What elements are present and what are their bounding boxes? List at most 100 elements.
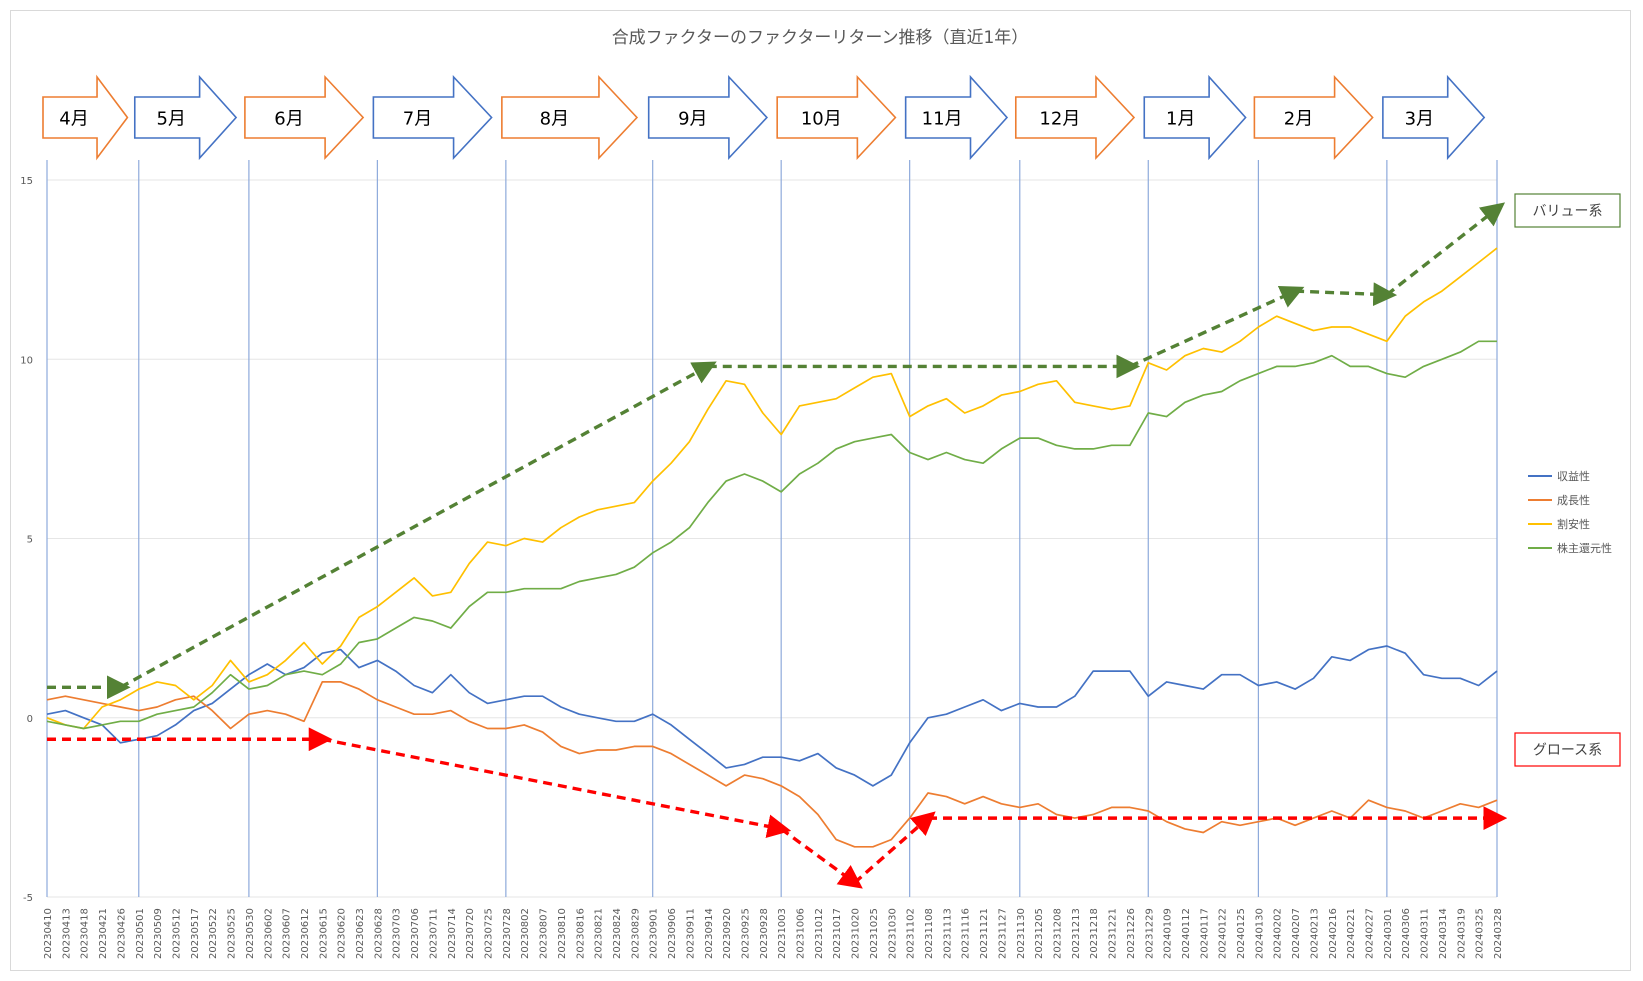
callout-box: [1514, 732, 1621, 767]
trend-arrow-segment: [119, 361, 717, 689]
month-arrow: [501, 74, 639, 161]
x-tick-label: 20230607: [282, 908, 293, 959]
x-tick-label: 20240122: [1218, 908, 1229, 959]
x-tick-label: 20231030: [887, 908, 898, 959]
legend-label: 成長性: [1557, 493, 1590, 507]
x-tick-label: 20240227: [1365, 908, 1376, 959]
x-tick-label: 20230612: [300, 908, 311, 959]
x-tick-label: 20230706: [410, 908, 421, 959]
x-tick-label: 20231020: [851, 908, 862, 959]
x-tick-label: 20230623: [355, 908, 366, 959]
x-tick-label: 20240125: [1236, 908, 1247, 959]
x-tick-label: 20230810: [557, 908, 568, 959]
x-tick-label: 20230728: [502, 908, 513, 959]
x-tick-label: 20230714: [447, 908, 458, 959]
month-label: 10月: [801, 109, 842, 130]
x-tick-label: 20230628: [373, 908, 384, 959]
x-tick-label: 20240301: [1383, 908, 1394, 959]
x-tick-label: 20231006: [796, 908, 807, 959]
x-tick-label: 20230426: [116, 908, 127, 959]
x-tick-label: 20230816: [575, 908, 586, 959]
x-tick-label: 20230410: [43, 908, 54, 959]
legend-label: 収益性: [1557, 469, 1590, 483]
x-tick-label: 20230925: [740, 908, 751, 959]
x-tick-label: 20231218: [1089, 908, 1100, 959]
month-label: 4月: [59, 109, 88, 130]
series-line: [46, 681, 1498, 848]
x-tick-label: 20230421: [98, 908, 109, 959]
x-tick-label: 20230509: [153, 908, 164, 959]
trend-arrow-segment: [1129, 285, 1305, 368]
x-tick-label: 20230512: [171, 908, 182, 959]
x-tick-label: 20240112: [1181, 908, 1192, 959]
month-arrow: [647, 74, 768, 161]
chart-title: 合成ファクターのファクターリターン推移（直近1年）: [612, 28, 1029, 48]
month-arrows: 4月 5月 6月 7月 8月 9月 10月 11月 12月 1月 2月 3月: [42, 74, 1486, 161]
x-tick-label: 20230720: [465, 908, 476, 959]
month-label: 12月: [1039, 109, 1080, 130]
x-tick-label: 20230821: [594, 908, 605, 959]
x-tick-label: 20240325: [1475, 908, 1486, 959]
x-tick-label: 20240216: [1328, 908, 1339, 959]
series-line: [46, 340, 1497, 730]
x-tick-label: 20230522: [208, 908, 219, 959]
x-tick-label: 20230928: [759, 908, 770, 959]
x-tick-label: 20231213: [1071, 908, 1082, 959]
x-tick-label: 20240306: [1401, 908, 1412, 959]
x-tick-label: 20231205: [1034, 908, 1045, 959]
x-tick-label: 20230620: [337, 908, 348, 959]
trend-arrow-segment: [1295, 282, 1398, 307]
month-arrow: [1382, 74, 1486, 161]
x-tick-label: 20230906: [667, 908, 678, 959]
grid-lines: [46, 170, 1497, 898]
x-tick-label: 20230530: [245, 908, 256, 959]
month-label: 11月: [922, 109, 963, 130]
month-arrow: [1014, 74, 1136, 161]
month-boundary-lines: [46, 160, 1498, 897]
callout-box: [1514, 193, 1621, 228]
x-tick-label: 20240117: [1199, 908, 1210, 959]
x-tick-label: 20231221: [1108, 908, 1119, 959]
month-label: 5月: [156, 109, 185, 130]
x-tick-label: 20230703: [392, 908, 403, 959]
month-label: 1月: [1166, 109, 1195, 130]
month-arrow: [42, 74, 129, 161]
x-tick-label: 20231017: [832, 908, 843, 959]
x-tick-label: 20240130: [1254, 908, 1265, 959]
y-tick-label: -5: [23, 893, 33, 904]
legend-label: 割安性: [1557, 517, 1590, 531]
x-tick-label: 20240221: [1346, 908, 1357, 959]
x-tick-label: 20231108: [924, 908, 935, 959]
month-label: 9月: [678, 109, 707, 130]
x-tick-label: 20230501: [135, 908, 146, 959]
x-tick-label: 20231130: [1016, 908, 1027, 959]
month-arrow: [244, 74, 365, 161]
x-tick-label: 20230615: [318, 908, 329, 959]
month-label: 2月: [1284, 109, 1313, 130]
x-tick-label: 20231226: [1126, 908, 1137, 959]
series-line: [46, 247, 1498, 730]
x-tick-label: 20230824: [612, 908, 623, 959]
month-arrow: [372, 74, 493, 161]
series-lines: [46, 247, 1498, 848]
x-tick-label: 20230914: [704, 908, 715, 959]
x-tick-label: 20230911: [685, 908, 696, 959]
month-label: 6月: [274, 109, 303, 130]
x-tick-label: 20230802: [520, 908, 531, 959]
month-arrow: [776, 74, 897, 161]
x-tick-label: 20230711: [428, 908, 439, 959]
x-tick-label: 20230418: [80, 908, 91, 959]
chart-frame: [10, 10, 1631, 971]
x-tick-label: 20231102: [906, 908, 917, 959]
x-tick-label: 20240207: [1291, 908, 1302, 959]
series-line: [46, 645, 1498, 787]
x-tick-label: 20230525: [227, 908, 238, 959]
x-tick-label: 20231113: [942, 908, 953, 959]
month-arrow: [133, 74, 238, 161]
x-tick-label: 20231003: [777, 908, 788, 959]
x-tick-label: 20231127: [997, 908, 1008, 959]
month-label: 3月: [1405, 109, 1434, 130]
y-tick-label: 5: [27, 535, 33, 546]
